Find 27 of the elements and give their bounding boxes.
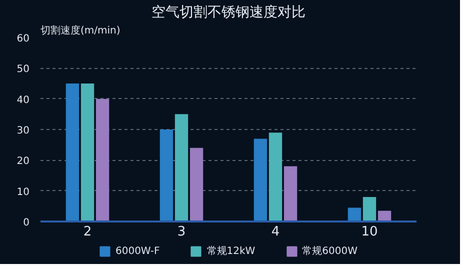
bar <box>190 148 204 222</box>
bar <box>96 98 110 222</box>
bar <box>362 196 376 222</box>
x-tick-label: 3 <box>177 224 186 240</box>
bar <box>174 114 188 222</box>
y-tick-label: 20 <box>16 156 30 168</box>
bar <box>268 132 282 222</box>
y-tick-label: 50 <box>16 64 30 76</box>
x-tick-label: 2 <box>83 224 92 240</box>
legend-label: 6000W-F <box>115 246 160 256</box>
bar <box>80 84 94 222</box>
y-tick-label: 30 <box>16 126 30 136</box>
x-tick-label: 10 <box>361 224 378 240</box>
bar <box>284 166 298 222</box>
legend-label: 常规12kW <box>206 244 256 258</box>
y-tick-label: 60 <box>16 34 30 44</box>
bar <box>160 130 174 222</box>
chart-title: 空气切割不锈钢速度对比 <box>152 4 306 20</box>
bar <box>348 208 362 222</box>
bar <box>66 84 80 222</box>
y-axis-title: 切割速度(m/min) <box>40 24 120 36</box>
y-tick-label: 10 <box>16 186 30 198</box>
y-tick-label: 40 <box>16 94 30 106</box>
y-tick-label: 0 <box>23 218 30 228</box>
x-tick-label: 4 <box>271 224 280 240</box>
legend-label: 常规6000W <box>302 244 358 258</box>
bar <box>254 138 268 222</box>
